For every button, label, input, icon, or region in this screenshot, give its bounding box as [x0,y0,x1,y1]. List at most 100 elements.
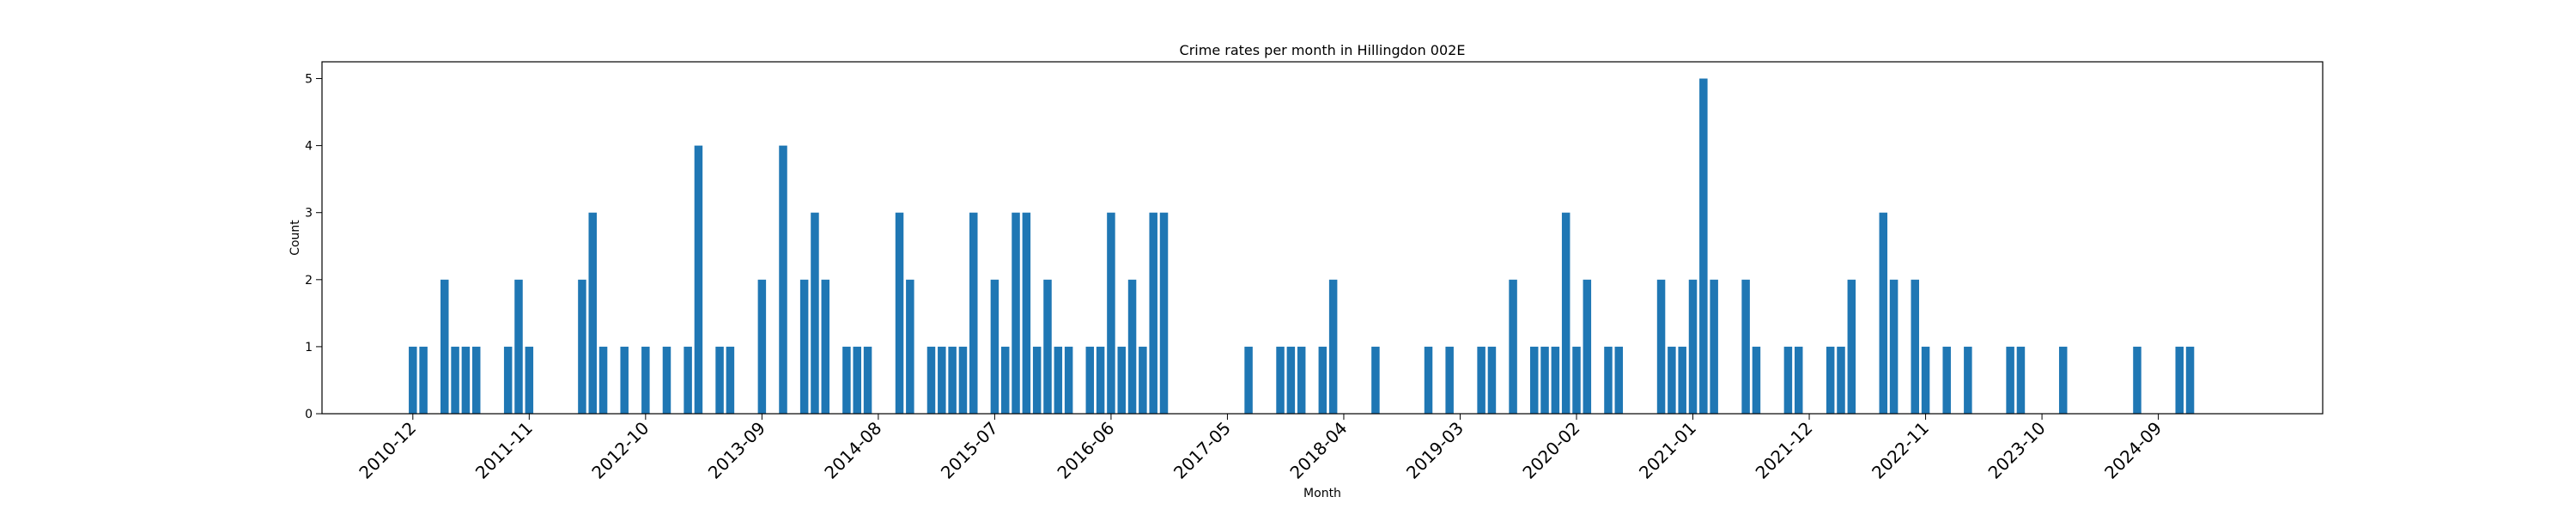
bar [1445,346,1454,414]
bar [958,346,968,414]
bar [461,346,471,414]
bar [1286,346,1296,414]
bar [1879,212,1888,414]
bar [757,279,767,414]
bar [1710,279,1718,414]
bar [409,346,417,414]
bar [620,346,629,414]
bar [1159,212,1169,414]
bar [1117,346,1126,414]
bar [2185,346,2195,414]
bar [1561,212,1571,414]
y-axis: 0 1 2 3 4 5 [305,73,322,421]
bar [1487,346,1497,414]
bar [1847,279,1856,414]
bar [895,212,904,414]
bar [906,279,914,414]
bar [1096,346,1105,414]
bar [1889,279,1899,414]
bar [2058,346,2068,414]
chart-title: Crime rates per month in Hillingdon 002E [1180,42,1466,58]
bar [1297,346,1306,414]
bar [1529,346,1539,414]
bar [662,346,671,414]
bar [1032,346,1042,414]
bar [1656,279,1666,414]
bar [1424,346,1433,414]
bar [641,346,650,414]
bar [1000,346,1010,414]
bar [1012,212,1020,414]
bar [1139,346,1147,414]
bar [1127,279,1137,414]
bar [938,346,946,414]
bar [969,212,978,414]
bar [948,346,957,414]
bar [1964,346,1972,414]
y-axis-label: Count [289,220,302,256]
y-tick-label: 0 [305,408,313,421]
bar [1509,279,1517,414]
bar [990,279,999,414]
bar [1826,346,1835,414]
bar [1477,346,1485,414]
bar [525,346,534,414]
bar [514,279,523,414]
bar [821,279,830,414]
bar [1837,346,1845,414]
bar [1583,279,1592,414]
bar [1149,212,1157,414]
y-tick-label: 5 [305,73,313,87]
bar [2016,346,2026,414]
bar [1752,346,1761,414]
bar [1688,279,1698,414]
bar [1614,346,1624,414]
bar [1668,346,1676,414]
bar [842,346,851,414]
bar [1244,346,1253,414]
bar [863,346,872,414]
bar [451,346,459,414]
bar [1107,212,1115,414]
bar [1085,346,1095,414]
bar [1551,346,1560,414]
bar [2175,346,2184,414]
bar [683,346,692,414]
bar [853,346,861,414]
y-tick-label: 2 [305,274,313,288]
bar [927,346,936,414]
y-tick-label: 1 [305,341,313,354]
bar [1604,346,1613,414]
bar [503,346,513,414]
bar [715,346,724,414]
bar [598,346,608,414]
bar [2133,346,2142,414]
bar [1022,212,1031,414]
x-axis-label: Month [1303,487,1341,500]
y-tick-label: 3 [305,207,313,221]
bar [1572,346,1581,414]
y-tick-label: 4 [305,140,313,154]
bar [1371,346,1380,414]
bar [1064,346,1073,414]
bar [1318,346,1327,414]
bar [1054,346,1063,414]
bar [578,279,586,414]
plot-frame [321,61,2324,415]
bar [1794,346,1803,414]
bar [1678,346,1686,414]
bar [440,279,449,414]
bar [588,212,597,414]
bar [1783,346,1793,414]
bar [1699,78,1708,415]
bar [471,346,481,414]
bar [694,145,703,414]
bar [1328,279,1338,414]
bar [811,212,819,414]
bar [1043,279,1052,414]
bar [1942,346,1951,414]
bar [1911,279,1919,414]
bar [726,346,735,414]
bar [1276,346,1285,414]
